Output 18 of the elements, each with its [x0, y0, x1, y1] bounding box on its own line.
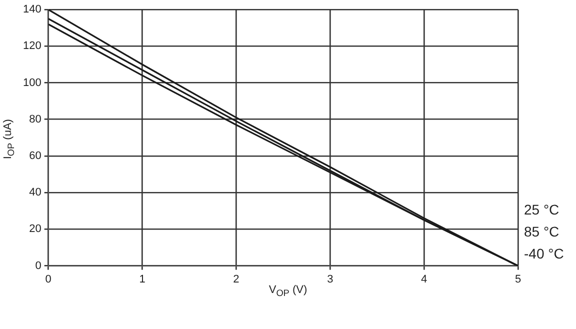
- y-tick-label: 0: [35, 260, 42, 272]
- series-label: 85 °C: [524, 224, 560, 240]
- y-tick-label: 60: [29, 150, 42, 162]
- y-tick-label: 100: [22, 76, 42, 89]
- x-tick-label: 0: [45, 273, 52, 286]
- x-axis-title: V$_{OP}$ (V): [268, 284, 308, 298]
- x-tick-label: 3: [327, 273, 334, 286]
- y-tick-label: 80: [29, 113, 42, 126]
- y-tick-label: 140: [22, 4, 42, 16]
- text: 25 °C: [524, 202, 560, 218]
- series-label: -40 °C: [524, 246, 564, 262]
- x-tick-label: 2: [233, 273, 240, 286]
- y-tick-label: 20: [29, 223, 42, 236]
- y-tick-label: 120: [22, 40, 42, 52]
- y-tick-label: 40: [29, 186, 42, 199]
- x-tick-label: 1: [139, 273, 146, 286]
- x-tick-label: 4: [421, 273, 428, 286]
- x-tick-label: 5: [514, 273, 522, 286]
